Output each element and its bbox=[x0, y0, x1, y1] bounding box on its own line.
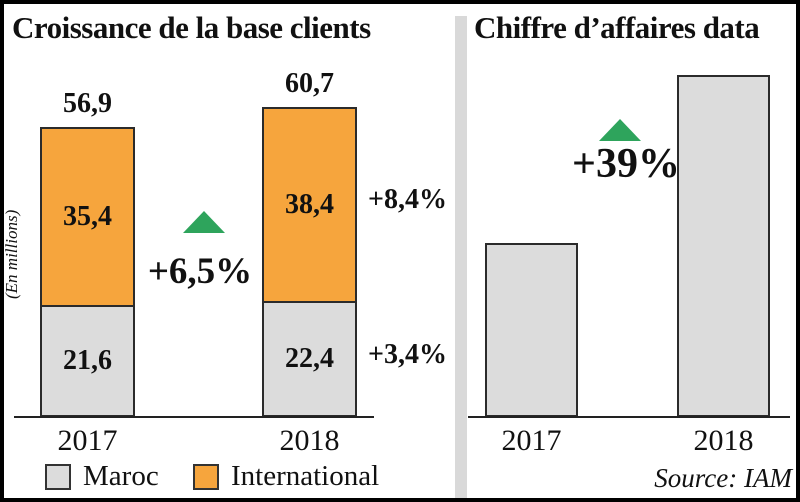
bar-2017-maroc-value: 21,6 bbox=[63, 345, 112, 376]
bar-2018-international-value: 38,4 bbox=[285, 189, 334, 220]
revenue-bar-2018 bbox=[677, 75, 770, 417]
legend-label-international: International bbox=[231, 460, 380, 492]
bar-2018-total-label: 60,7 bbox=[285, 68, 334, 99]
y-axis-unit-label: (En millions) bbox=[2, 209, 21, 299]
bar-2017-international-value: 35,4 bbox=[63, 201, 112, 232]
left-x-axis-line bbox=[14, 416, 374, 418]
bar-2018-maroc-value: 22,4 bbox=[285, 343, 334, 374]
left-panel-title: Croissance de la base clients bbox=[12, 10, 371, 45]
legend-item-maroc: Maroc bbox=[45, 462, 159, 491]
growth-up-arrow-icon bbox=[183, 211, 225, 233]
right-panel-title: Chiffre d’affaires data bbox=[474, 10, 760, 45]
left-x-label-2018: 2018 bbox=[279, 424, 340, 457]
bar-2017-international-segment: 35,4 bbox=[40, 127, 135, 307]
right-x-label-2017: 2017 bbox=[501, 424, 562, 457]
revenue-bar-2017 bbox=[485, 243, 578, 417]
legend-swatch-international bbox=[193, 463, 219, 490]
bar-2017-maroc-segment: 21,6 bbox=[40, 307, 135, 417]
panel-divider bbox=[455, 16, 467, 498]
international-growth-label: +8,4% bbox=[368, 184, 447, 215]
bar-2018-maroc-segment: 22,4 bbox=[262, 303, 357, 417]
bar-2017-total-label: 56,9 bbox=[63, 88, 112, 119]
right-x-label-2018: 2018 bbox=[693, 424, 754, 457]
legend-item-international: International bbox=[193, 462, 379, 491]
revenue-growth-up-arrow-icon bbox=[599, 119, 641, 141]
bar-2018-international-segment: 38,4 bbox=[262, 107, 357, 303]
revenue-growth-label: +39% bbox=[572, 141, 680, 187]
maroc-growth-label: +3,4% bbox=[368, 339, 447, 370]
left-x-label-2017: 2017 bbox=[57, 424, 118, 457]
legend-swatch-maroc bbox=[45, 463, 71, 490]
right-x-axis-line bbox=[468, 416, 790, 418]
legend-label-maroc: Maroc bbox=[83, 460, 159, 492]
source-attribution: Source: IAM bbox=[654, 463, 792, 493]
total-growth-label: +6,5% bbox=[147, 251, 253, 292]
